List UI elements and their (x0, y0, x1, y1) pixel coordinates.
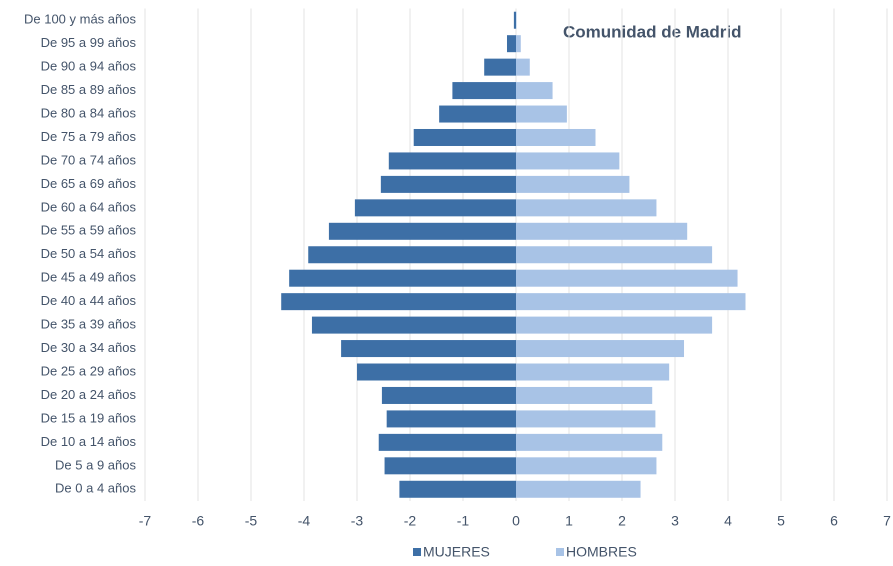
x-tick-label: 7 (883, 513, 891, 529)
bar (381, 386, 516, 404)
bar (308, 246, 516, 264)
bar (513, 11, 516, 29)
x-tick-label: -3 (351, 513, 364, 529)
x-tick-label: 2 (618, 513, 626, 529)
x-tick-label: 6 (830, 513, 838, 529)
bar (380, 175, 516, 193)
x-tick-label: 1 (565, 513, 573, 529)
bar (516, 35, 521, 53)
bar (439, 105, 516, 123)
x-tick-label: -1 (457, 513, 470, 529)
bar (516, 410, 656, 428)
x-tick-label: -5 (245, 513, 258, 529)
bar (384, 457, 516, 475)
y-tick-label: De 20 a 24 años (41, 387, 137, 402)
bar (516, 82, 553, 100)
y-tick-label: De 85 a 89 años (41, 82, 137, 97)
y-tick-label: De 80 a 84 años (41, 105, 137, 120)
bar (516, 457, 657, 475)
y-tick-label: De 65 a 69 años (41, 176, 137, 191)
y-tick-label: De 0 a 4 años (55, 481, 136, 496)
bar (516, 269, 738, 287)
bar (413, 128, 516, 146)
y-tick-label: De 100 y más años (24, 12, 137, 27)
legend-swatch (413, 548, 421, 556)
bar (516, 363, 670, 381)
bar (311, 316, 516, 334)
y-tick-label: De 90 a 94 años (41, 59, 137, 74)
bar (388, 152, 516, 170)
bar (516, 386, 653, 404)
chart-title: Comunidad de Madrid (563, 22, 742, 41)
y-tick-label: De 95 a 99 años (41, 35, 137, 50)
bar (281, 293, 516, 311)
y-tick-label: De 5 a 9 años (55, 457, 136, 472)
bar (516, 246, 713, 264)
bar (516, 175, 630, 193)
bar (399, 480, 516, 498)
bar (516, 433, 663, 451)
x-tick-label: 5 (777, 513, 785, 529)
y-tick-label: De 75 a 79 años (41, 129, 137, 144)
y-tick-label: De 25 a 29 años (41, 363, 137, 378)
bar (354, 199, 516, 217)
bar (516, 480, 641, 498)
bar (516, 11, 517, 29)
bar (484, 58, 516, 76)
bar (516, 128, 596, 146)
legend-label: MUJERES (423, 544, 490, 560)
bar (516, 340, 685, 358)
bar (341, 340, 516, 358)
bar (328, 222, 516, 240)
y-tick-label: De 10 a 14 años (41, 434, 137, 449)
bar (289, 269, 516, 287)
y-tick-label: De 70 a 74 años (41, 152, 137, 167)
bar (506, 35, 516, 53)
y-tick-label: De 45 a 49 años (41, 270, 137, 285)
y-tick-label: De 30 a 34 años (41, 340, 137, 355)
y-tick-label: De 15 a 19 años (41, 410, 137, 425)
x-tick-label: 3 (671, 513, 679, 529)
bar (378, 433, 516, 451)
bar (357, 363, 516, 381)
y-tick-label: De 55 a 59 años (41, 223, 137, 238)
bar (516, 199, 657, 217)
x-tick-label: -4 (298, 513, 311, 529)
legend-label: HOMBRES (566, 544, 637, 560)
bar (516, 316, 713, 334)
legend-swatch (556, 548, 564, 556)
bar (386, 410, 516, 428)
x-tick-label: -7 (139, 513, 152, 529)
y-tick-label: De 40 a 44 años (41, 293, 137, 308)
x-tick-label: -6 (192, 513, 205, 529)
bar (516, 152, 620, 170)
bar (516, 58, 530, 76)
bar (516, 105, 567, 123)
x-tick-label: 4 (724, 513, 732, 529)
x-tick-label: -2 (404, 513, 417, 529)
bar (516, 222, 688, 240)
y-tick-label: De 35 a 39 años (41, 317, 137, 332)
bar (516, 293, 746, 311)
x-tick-label: 0 (512, 513, 520, 529)
y-tick-label: De 60 a 64 años (41, 199, 137, 214)
bar (452, 82, 516, 100)
y-tick-label: De 50 a 54 años (41, 246, 137, 261)
